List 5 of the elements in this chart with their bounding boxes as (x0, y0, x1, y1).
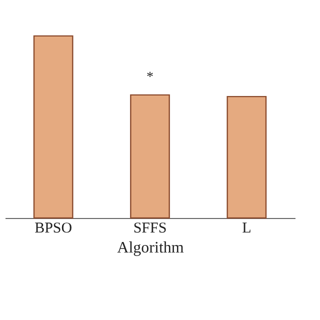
x-axis-title: Algorithm (117, 240, 184, 256)
annotation: * (146, 70, 154, 85)
x-tick-label: SFFS (133, 220, 167, 236)
x-tick-label: L (242, 220, 252, 236)
x-tick-label: BPSO (34, 220, 72, 236)
